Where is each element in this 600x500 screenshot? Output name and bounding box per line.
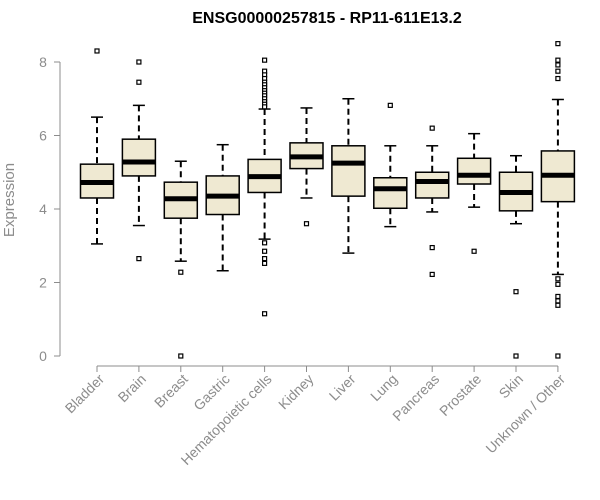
outlier-point: [303, 221, 310, 227]
outlier-point: [262, 260, 268, 266]
box-prostate: [456, 132, 492, 254]
outlier-point: [555, 353, 561, 359]
outlier-point: [429, 271, 435, 278]
box-hematopoietic-cells: [247, 57, 282, 317]
outlier-point: [471, 248, 477, 254]
outlier-point: [178, 269, 184, 275]
outlier-point: [387, 102, 393, 108]
x-tick-label: Lung: [367, 371, 400, 404]
outlier-point: [555, 302, 561, 308]
plot-area: [79, 41, 576, 359]
x-tick-label: Skin: [496, 371, 527, 402]
box-brain: [121, 59, 157, 262]
outlier-point: [513, 353, 519, 359]
y-tick-label: 4: [39, 201, 47, 217]
outlier-point: [262, 104, 268, 110]
outlier-point: [262, 311, 268, 317]
outlier-point: [262, 256, 268, 262]
x-tick-label: Bladder: [62, 371, 108, 417]
outlier-point: [94, 48, 100, 54]
x-tick-label: Unknown / Other: [482, 371, 568, 457]
outlier-point: [136, 256, 142, 262]
x-tick-label: Prostate: [436, 371, 484, 419]
x-tick-label: Liver: [326, 371, 359, 404]
outlier-point: [555, 68, 561, 74]
outlier-point: [555, 276, 561, 282]
box-liver: [331, 98, 366, 254]
outlier-point: [555, 41, 561, 47]
y-tick-label: 0: [39, 348, 47, 364]
box-breast: [163, 160, 199, 359]
x-tick-label: Pancreas: [389, 371, 442, 424]
box-pancreas: [414, 125, 450, 278]
outlier-point: [555, 62, 561, 68]
outlier-point: [555, 75, 561, 82]
outlier-point: [262, 240, 268, 246]
iqr-box: [121, 138, 157, 177]
iqr-box: [456, 157, 492, 185]
outlier-point: [513, 289, 519, 295]
box-gastric: [205, 143, 240, 272]
iqr-box: [331, 145, 366, 197]
x-tick-label: Brain: [115, 371, 149, 405]
y-tick-label: 6: [39, 128, 47, 144]
outlier-point: [429, 125, 435, 131]
outlier-point: [136, 79, 142, 85]
box-bladder: [79, 48, 115, 245]
y-axis-label: Expression: [1, 163, 18, 237]
outlier-point: [555, 57, 561, 63]
outlier-point: [555, 298, 561, 304]
box-kidney: [289, 107, 324, 227]
outlier-point: [429, 244, 435, 251]
iqr-box: [373, 177, 408, 210]
outlier-point: [555, 281, 561, 287]
x-tick-label: Kidney: [275, 371, 317, 413]
x-tick-label: Breast: [151, 371, 191, 411]
outlier-point: [555, 293, 561, 300]
outlier-point: [178, 353, 184, 359]
y-tick-label: 2: [39, 275, 47, 291]
outlier-point: [136, 59, 142, 65]
y-tick-label: 8: [39, 54, 47, 70]
iqr-box: [414, 171, 450, 199]
outlier-point: [262, 248, 268, 254]
box-lung: [373, 102, 408, 228]
chart-title: ENSG00000257815 - RP11-611E13.2: [192, 10, 462, 27]
outlier-point: [262, 57, 268, 63]
box-skin: [498, 154, 534, 359]
y-axis: 0 2 4 6 8: [39, 54, 61, 364]
box-unknown-other: [540, 41, 576, 359]
